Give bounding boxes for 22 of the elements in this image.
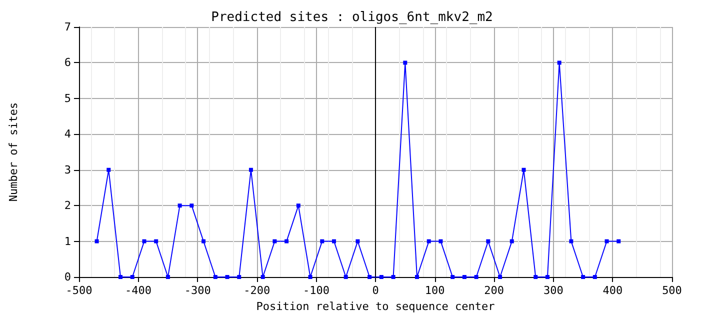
y-tick-label: 2 bbox=[64, 199, 71, 212]
x-tick-label: -200 bbox=[244, 284, 270, 297]
x-tick-label: 500 bbox=[662, 284, 682, 297]
x-tick-label: -100 bbox=[302, 284, 330, 297]
x-tick-label: 400 bbox=[602, 284, 623, 297]
x-tick-label: -300 bbox=[184, 284, 211, 297]
y-tick-label: 4 bbox=[64, 128, 72, 141]
chart-title: Predicted sites : oligos_6nt_mkv2_m2 bbox=[211, 10, 493, 25]
x-axis-title: Position relative to sequence center bbox=[256, 300, 496, 313]
y-axis-title: Number of sites bbox=[7, 102, 20, 202]
x-tick-label: -400 bbox=[125, 284, 152, 297]
x-tick-label: 100 bbox=[424, 284, 445, 297]
y-tick-label: 6 bbox=[64, 56, 71, 70]
y-tick-label: 0 bbox=[64, 270, 71, 284]
y-tick-label: 3 bbox=[64, 163, 71, 176]
y-tick-label: 7 bbox=[64, 20, 71, 34]
x-tick-label: 300 bbox=[543, 284, 564, 297]
x-tick-label: -500 bbox=[66, 284, 92, 297]
x-tick-label: 200 bbox=[484, 284, 504, 297]
y-tick-label: 5 bbox=[64, 92, 71, 105]
y-tick-label: 1 bbox=[64, 234, 71, 248]
x-tick-label: 0 bbox=[372, 284, 379, 297]
